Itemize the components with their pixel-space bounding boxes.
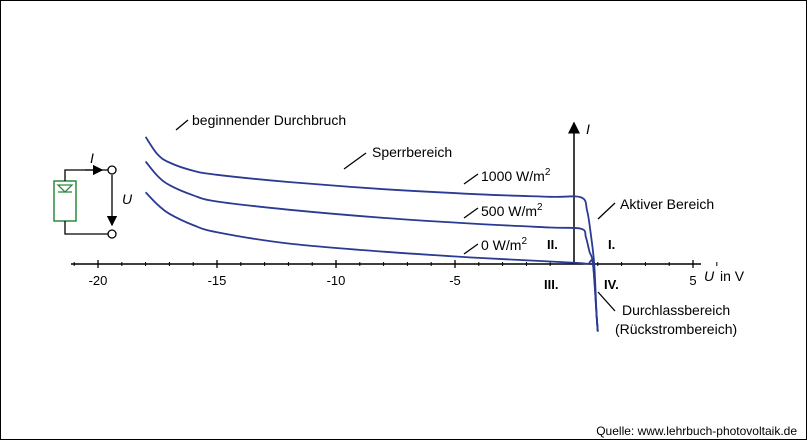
- active-region-label: Aktiver Bereich: [620, 196, 714, 212]
- x-tick-label: -15: [208, 273, 227, 288]
- terminal-minus: [107, 229, 117, 239]
- inset-current-label: I: [90, 150, 94, 166]
- terminal-plus: [107, 165, 117, 175]
- diode-symbol: [56, 184, 74, 193]
- forward-region-sublabel: (Rückstrombereich): [615, 321, 737, 337]
- label-0-leader: [463, 243, 479, 255]
- forward-leader: [597, 291, 616, 312]
- breakdown-label: beginnender Durchbruch: [192, 112, 346, 128]
- x-tick-label: -5: [449, 273, 461, 288]
- x-axis-symbol: U: [704, 268, 715, 284]
- curves: [144, 136, 599, 332]
- x-ticks: -20 -15 -10 -5 5: [73, 260, 718, 288]
- lower-wire: [64, 221, 108, 235]
- label-1000-leader: [463, 173, 479, 185]
- iv-characteristic-chart: I U -20 -15 -10 -5 5 I U in V I. II. III. IV…: [53, 112, 797, 438]
- x-axis-unit: in V: [720, 268, 745, 284]
- source-credit: Quelle: www.lehrbuch-photovoltaik.de: [596, 424, 797, 438]
- irradiance-1000-label: 1000 W/m2: [481, 167, 551, 184]
- x-tick-label: -10: [327, 273, 346, 288]
- upper-wire: [64, 169, 108, 181]
- irradiance-500-label: 500 W/m2: [481, 202, 543, 219]
- iv-curve-0: [144, 191, 599, 332]
- x-tick-label: 5: [689, 273, 696, 288]
- quadrant-2-label: II.: [547, 237, 558, 252]
- inset-voltage-label: U: [122, 191, 133, 207]
- reverse-leader: [343, 152, 367, 170]
- quadrant-1-label: I.: [608, 237, 615, 252]
- solar-cell-inset: I U: [53, 150, 133, 239]
- quadrant-3-label: III.: [544, 277, 558, 292]
- forward-region-label: Durchlassbereich: [622, 302, 730, 318]
- quadrant-4-label: IV.: [604, 277, 619, 292]
- solar-cell-icon: [53, 180, 77, 222]
- active-leader: [597, 202, 616, 220]
- iv-curve-1000: [144, 136, 599, 332]
- breakdown-leader: [175, 119, 189, 131]
- iv-curve-500: [144, 160, 599, 332]
- label-500-leader: [463, 207, 479, 219]
- reverse-region-label: Sperrbereich: [372, 144, 452, 160]
- y-axis-label: I: [586, 121, 590, 137]
- irradiance-0-label: 0 W/m2: [481, 236, 527, 253]
- x-tick-label: -20: [89, 273, 108, 288]
